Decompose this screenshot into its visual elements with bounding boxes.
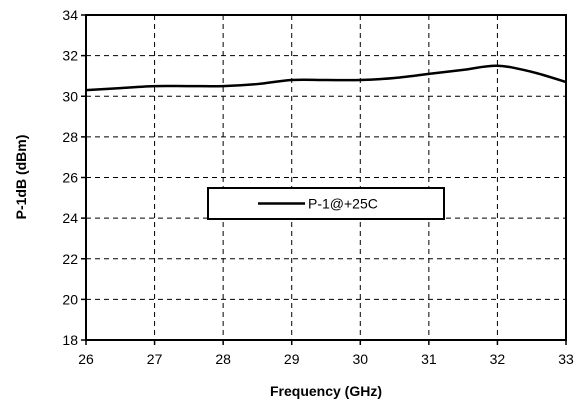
x-axis-title: Frequency (GHz): [270, 383, 382, 399]
grid-lines: [86, 15, 566, 340]
x-tick-label: 33: [558, 351, 574, 367]
x-tick-label: 28: [215, 351, 231, 367]
legend-box: [207, 187, 445, 220]
x-axis-ticks: 26 27 28 29 30 31 32 33: [78, 340, 574, 367]
y-tick-label: 34: [62, 7, 78, 23]
legend: P-1@+25C: [207, 187, 445, 220]
y-tick-label: 30: [62, 88, 78, 104]
legend-label: P-1@+25C: [308, 196, 378, 212]
y-tick-label: 26: [62, 170, 78, 186]
x-tick-label: 26: [78, 351, 94, 367]
y-tick-label: 20: [62, 291, 78, 307]
series-layer: [85, 64, 567, 92]
y-tick-label: 24: [62, 210, 78, 226]
y-axis-title: P-1dB (dBm): [13, 135, 29, 220]
y-tick-label: 22: [62, 251, 78, 267]
x-tick-label: 29: [284, 351, 300, 367]
y-tick-label: 28: [62, 129, 78, 145]
x-tick-label: 30: [352, 351, 368, 367]
x-tick-label: 27: [147, 351, 163, 367]
y-axis-ticks: 18 20 22 24 26 28 30 32 34: [62, 7, 86, 348]
series-line-1: [85, 64, 567, 92]
x-tick-label: 32: [490, 351, 506, 367]
y-tick-label: 18: [62, 332, 78, 348]
y-tick-label: 32: [62, 48, 78, 64]
x-tick-label: 31: [421, 351, 437, 367]
